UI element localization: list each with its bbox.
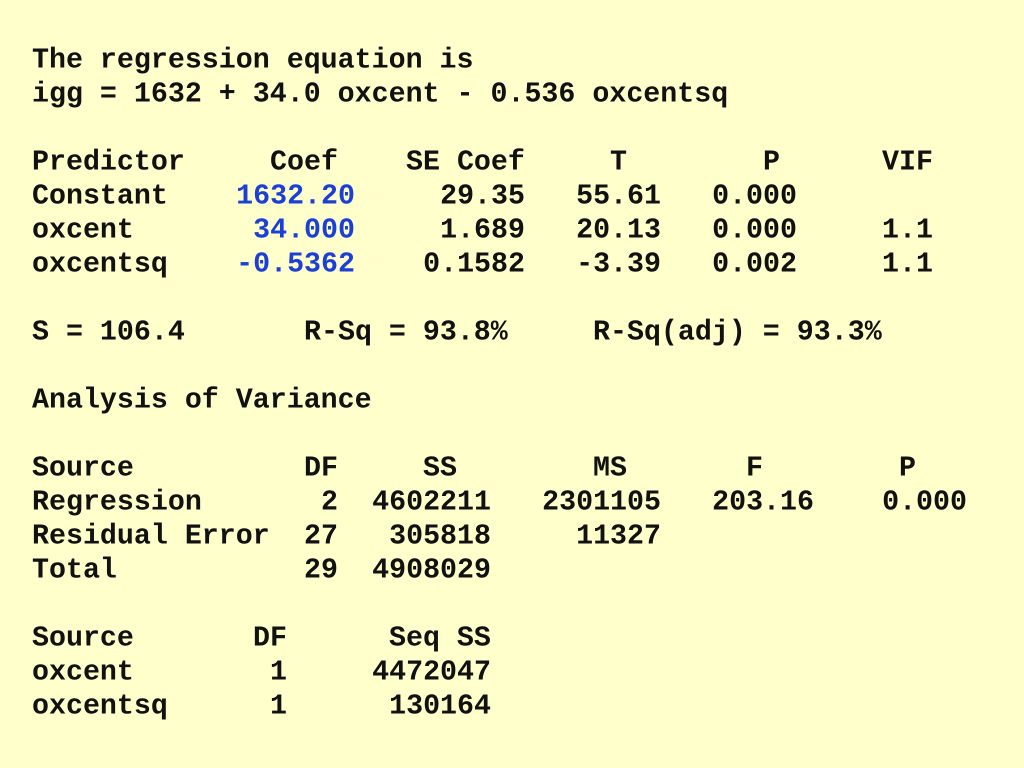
cell: 0.000 [712,180,797,212]
cell: 1632.20 [236,180,355,212]
cell: 0.000 [882,486,967,518]
cell: 27 [304,520,338,552]
column-header: DF [253,622,287,654]
summary-stat: S = 106.4 [32,316,185,348]
cell: -0.5362 [236,248,355,280]
cell: 2301105 [542,486,661,518]
column-header: SS [423,452,457,484]
cell: 1 [270,690,287,722]
row-label: Total [32,554,117,586]
equation-title: The regression equation is [32,44,474,76]
row-label: Residual Error [32,520,270,552]
cell: 20.13 [576,214,661,246]
equation-formula: igg = 1632 + 34.0 oxcent - 0.536 oxcents… [32,78,728,110]
cell: 4472047 [372,656,491,688]
column-header: MS [593,452,627,484]
cell: 11327 [576,520,661,552]
cell: 4602211 [372,486,491,518]
cell: 0.000 [712,214,797,246]
column-header: P [899,452,916,484]
column-header: P [763,146,780,178]
summary-stat: R-Sq(adj) = 93.3% [593,316,882,348]
column-header: Source [32,452,134,484]
column-header: Seq SS [389,622,491,654]
cell: 1.1 [882,214,933,246]
column-header: F [746,452,763,484]
summary-stat: R-Sq = 93.8% [304,316,508,348]
cell: 1 [270,656,287,688]
cell: 1.689 [440,214,525,246]
column-header: SE Coef [406,146,525,178]
cell: 34.000 [253,214,355,246]
cell: 1.1 [882,248,933,280]
column-header: Coef [270,146,338,178]
row-label: oxcentsq [32,248,168,280]
row-label: oxcent [32,656,134,688]
column-header: VIF [882,146,933,178]
section-title: Analysis of Variance [32,384,372,416]
cell: 55.61 [576,180,661,212]
cell: 0.1582 [423,248,525,280]
cell: 0.002 [712,248,797,280]
column-header: Source [32,622,134,654]
cell: 130164 [389,690,491,722]
cell: 2 [321,486,338,518]
row-label: oxcent [32,214,134,246]
row-label: Regression [32,486,202,518]
row-label: oxcentsq [32,690,168,722]
column-header: DF [304,452,338,484]
cell: 4908029 [372,554,491,586]
row-label: Constant [32,180,168,212]
column-header: T [610,146,627,178]
cell: 203.16 [712,486,814,518]
cell: 305818 [389,520,491,552]
column-header: Predictor [32,146,185,178]
cell: 29 [304,554,338,586]
cell: 29.35 [440,180,525,212]
cell: -3.39 [576,248,661,280]
